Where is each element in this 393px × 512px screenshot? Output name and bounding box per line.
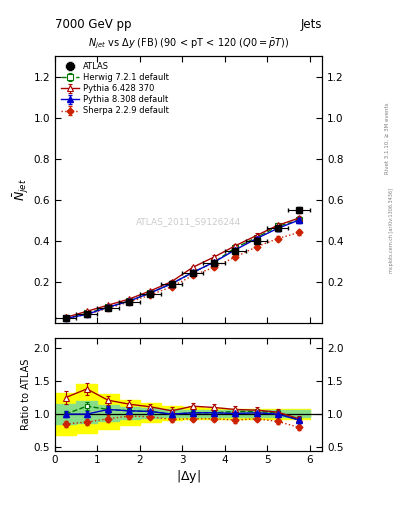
Text: Jets: Jets	[301, 18, 322, 31]
Y-axis label: Ratio to ATLAS: Ratio to ATLAS	[21, 358, 31, 430]
Legend: ATLAS, Herwig 7.2.1 default, Pythia 6.428 370, Pythia 8.308 default, Sherpa 2.2.: ATLAS, Herwig 7.2.1 default, Pythia 6.42…	[59, 60, 170, 117]
X-axis label: |$\Delta$y|: |$\Delta$y|	[176, 468, 201, 485]
Text: Rivet 3.1.10, ≥ 3M events: Rivet 3.1.10, ≥ 3M events	[385, 102, 389, 174]
Text: ATLAS_2011_S9126244: ATLAS_2011_S9126244	[136, 217, 241, 226]
Text: $N_{jet}$ vs $\Delta y$ (FB) (90 < pT < 120 ($Q0=\bar{p}T$)): $N_{jet}$ vs $\Delta y$ (FB) (90 < pT < …	[88, 36, 289, 51]
Y-axis label: $\bar{N}_{jet}$: $\bar{N}_{jet}$	[11, 178, 31, 201]
Text: mcplots.cern.ch [arXiv:1306.3436]: mcplots.cern.ch [arXiv:1306.3436]	[389, 188, 393, 273]
Text: 7000 GeV pp: 7000 GeV pp	[55, 18, 132, 31]
